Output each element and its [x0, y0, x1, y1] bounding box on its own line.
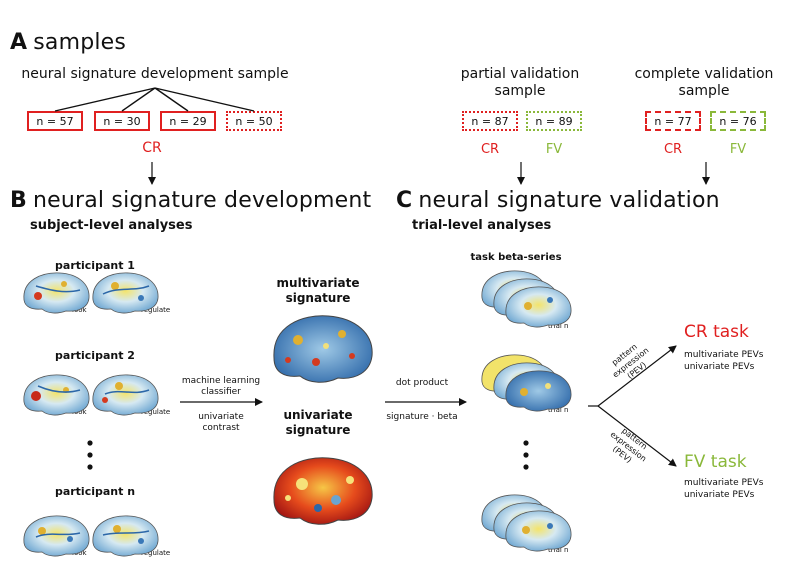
beta-stack-2 — [481, 354, 572, 412]
partial-group-cr: CR — [480, 142, 500, 157]
participant-2-label: participant 2 — [55, 349, 135, 362]
arrow-to-fv-task — [597, 405, 677, 467]
pn-regulate-label: regulate — [141, 549, 171, 557]
brain-p1-regulate — [92, 272, 159, 314]
cr-task-label: CR task — [684, 322, 749, 342]
partial-group-fv: FV — [545, 142, 563, 157]
brain-pn-regulate — [92, 515, 159, 557]
method-top-label: machine learning classifier — [176, 376, 266, 398]
participant-n-label: participant n — [54, 485, 136, 498]
beta-stack-1 — [481, 270, 572, 328]
fv-pev-uni: univariate PEVs — [684, 490, 755, 500]
section-c-subtitle: trial-level analyses — [412, 218, 552, 233]
dev-box-4: n = 50 — [226, 111, 282, 131]
beta-series-label: task beta-series — [470, 252, 562, 263]
dot-product-label: dot product — [395, 378, 449, 388]
brain-p1-look — [23, 272, 90, 314]
partial-title-line: partial validation sample — [460, 66, 580, 99]
multi-sig-text: multivariate signature — [276, 276, 360, 305]
brain-p2-look — [23, 374, 90, 416]
complete-group-fv: FV — [729, 142, 747, 157]
section-c-letter: C — [396, 188, 413, 213]
brain-pn-look — [23, 515, 90, 557]
method-bottom-label: univariate contrast — [176, 412, 266, 434]
p1-regulate-label: regulate — [141, 306, 171, 314]
section-b-letter: B — [10, 188, 27, 213]
complete-group-cr: CR — [663, 142, 683, 157]
signature-beta-label: signature · beta — [386, 412, 458, 422]
cr-pev-multi: multivariate PEVs — [684, 350, 764, 360]
participant-1-label: participant 1 — [55, 259, 135, 272]
partial-box-cr: n = 87 — [462, 111, 518, 131]
dev-sample-tree — [54, 87, 255, 112]
fv-task-label: FV task — [684, 452, 747, 472]
method-bottom-text: univariate contrast — [198, 412, 244, 433]
section-a-letter: A — [10, 30, 28, 55]
ellipsis-dots-left — [87, 440, 93, 470]
brain-univariate-signature — [273, 457, 373, 525]
trial-n-label-3: trial n — [548, 546, 569, 554]
p2-regulate-label: regulate — [141, 408, 171, 416]
cr-pev-uni: univariate PEVs — [684, 362, 755, 372]
brain-multivariate-signature — [273, 315, 373, 383]
complete-box-fv: n = 76 — [710, 111, 766, 131]
section-a-heading: samples — [33, 30, 127, 55]
trial-n-label-1: trial n — [548, 322, 569, 330]
dev-sample-label: neural signature development sample — [21, 66, 289, 82]
trial-n-label-2: trial n — [548, 406, 569, 414]
multivariate-signature-label: multivariate signature — [268, 276, 368, 306]
section-c-heading: neural signature validation — [418, 188, 720, 213]
method-top-text: machine learning classifier — [181, 376, 261, 397]
ellipsis-dots-right — [523, 440, 529, 470]
dev-box-2: n = 30 — [94, 111, 150, 131]
complete-sample-title: complete validation sample — [624, 66, 784, 100]
arrow-to-cr-task — [597, 345, 677, 407]
partial-box-fv: n = 89 — [526, 111, 582, 131]
uni-sig-text: univariate signature — [283, 408, 353, 437]
fv-pev-multi: multivariate PEVs — [684, 478, 764, 488]
section-b-heading: neural signature development — [32, 188, 372, 213]
dev-group-cr: CR — [142, 140, 162, 156]
dev-box-3: n = 29 — [160, 111, 216, 131]
section-b-subtitle: subject-level analyses — [30, 218, 193, 233]
univariate-signature-label: univariate signature — [268, 408, 368, 438]
beta-stack-3 — [481, 494, 572, 552]
dev-box-1: n = 57 — [27, 111, 83, 131]
partial-sample-title: partial validation sample — [440, 66, 600, 100]
brain-p2-regulate — [92, 374, 159, 416]
complete-title-line: complete validation sample — [634, 66, 774, 99]
complete-box-cr: n = 77 — [645, 111, 701, 131]
